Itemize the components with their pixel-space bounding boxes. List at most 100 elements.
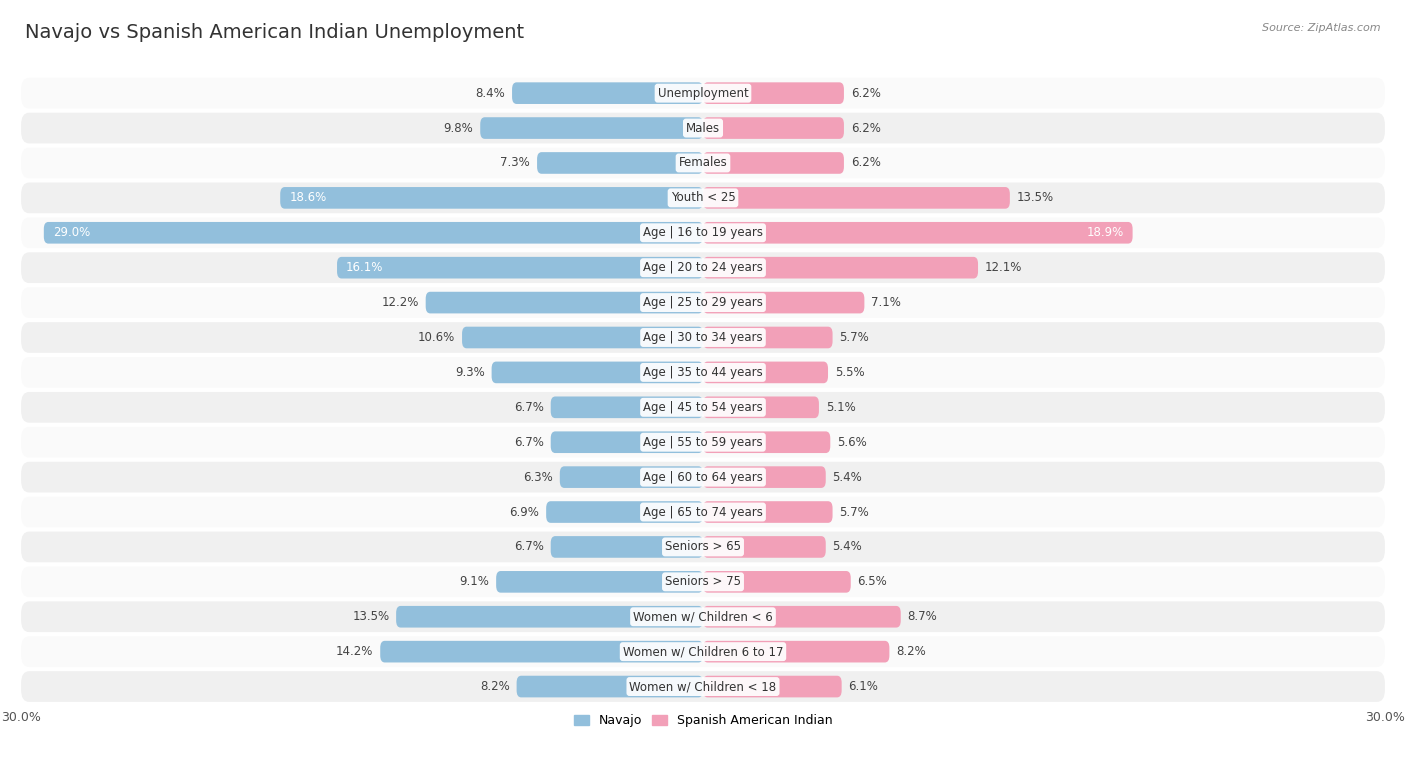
Text: 16.1%: 16.1% [346, 261, 384, 274]
FancyBboxPatch shape [551, 431, 703, 453]
Text: 6.2%: 6.2% [851, 122, 880, 135]
Text: Age | 20 to 24 years: Age | 20 to 24 years [643, 261, 763, 274]
FancyBboxPatch shape [21, 78, 1385, 108]
Text: Age | 16 to 19 years: Age | 16 to 19 years [643, 226, 763, 239]
FancyBboxPatch shape [703, 291, 865, 313]
FancyBboxPatch shape [703, 466, 825, 488]
FancyBboxPatch shape [703, 536, 825, 558]
FancyBboxPatch shape [703, 187, 1010, 209]
Text: 5.7%: 5.7% [839, 331, 869, 344]
FancyBboxPatch shape [21, 252, 1385, 283]
Text: Males: Males [686, 122, 720, 135]
Text: 9.3%: 9.3% [456, 366, 485, 379]
Text: 6.2%: 6.2% [851, 157, 880, 170]
FancyBboxPatch shape [551, 397, 703, 418]
Text: 6.2%: 6.2% [851, 86, 880, 100]
FancyBboxPatch shape [496, 571, 703, 593]
FancyBboxPatch shape [21, 566, 1385, 597]
Text: 5.6%: 5.6% [837, 436, 868, 449]
FancyBboxPatch shape [337, 257, 703, 279]
Text: 8.2%: 8.2% [896, 645, 927, 658]
FancyBboxPatch shape [21, 637, 1385, 667]
FancyBboxPatch shape [516, 676, 703, 697]
Text: 13.5%: 13.5% [1017, 192, 1054, 204]
FancyBboxPatch shape [21, 113, 1385, 143]
FancyBboxPatch shape [492, 362, 703, 383]
FancyBboxPatch shape [703, 641, 890, 662]
FancyBboxPatch shape [21, 427, 1385, 457]
FancyBboxPatch shape [21, 357, 1385, 388]
Text: Women w/ Children 6 to 17: Women w/ Children 6 to 17 [623, 645, 783, 658]
FancyBboxPatch shape [703, 222, 1133, 244]
Text: 13.5%: 13.5% [352, 610, 389, 623]
Text: 7.1%: 7.1% [872, 296, 901, 309]
Text: Age | 55 to 59 years: Age | 55 to 59 years [643, 436, 763, 449]
Text: Unemployment: Unemployment [658, 86, 748, 100]
FancyBboxPatch shape [703, 362, 828, 383]
FancyBboxPatch shape [21, 462, 1385, 493]
FancyBboxPatch shape [703, 431, 831, 453]
Legend: Navajo, Spanish American Indian: Navajo, Spanish American Indian [568, 709, 838, 732]
FancyBboxPatch shape [512, 83, 703, 104]
FancyBboxPatch shape [21, 497, 1385, 528]
FancyBboxPatch shape [703, 501, 832, 523]
Text: 6.5%: 6.5% [858, 575, 887, 588]
Text: 29.0%: 29.0% [53, 226, 90, 239]
Text: Youth < 25: Youth < 25 [671, 192, 735, 204]
Text: 8.4%: 8.4% [475, 86, 505, 100]
FancyBboxPatch shape [21, 287, 1385, 318]
FancyBboxPatch shape [546, 501, 703, 523]
FancyBboxPatch shape [21, 601, 1385, 632]
FancyBboxPatch shape [44, 222, 703, 244]
Text: 5.7%: 5.7% [839, 506, 869, 519]
Text: 9.1%: 9.1% [460, 575, 489, 588]
Text: 8.7%: 8.7% [908, 610, 938, 623]
FancyBboxPatch shape [21, 322, 1385, 353]
FancyBboxPatch shape [21, 531, 1385, 562]
Text: Age | 25 to 29 years: Age | 25 to 29 years [643, 296, 763, 309]
Text: Navajo vs Spanish American Indian Unemployment: Navajo vs Spanish American Indian Unempl… [25, 23, 524, 42]
FancyBboxPatch shape [21, 217, 1385, 248]
Text: Age | 60 to 64 years: Age | 60 to 64 years [643, 471, 763, 484]
Text: 6.3%: 6.3% [523, 471, 553, 484]
FancyBboxPatch shape [560, 466, 703, 488]
Text: 12.1%: 12.1% [984, 261, 1022, 274]
Text: 6.7%: 6.7% [515, 540, 544, 553]
FancyBboxPatch shape [703, 152, 844, 174]
FancyBboxPatch shape [703, 397, 818, 418]
Text: 18.9%: 18.9% [1087, 226, 1123, 239]
FancyBboxPatch shape [280, 187, 703, 209]
Text: Women w/ Children < 18: Women w/ Children < 18 [630, 680, 776, 693]
FancyBboxPatch shape [396, 606, 703, 628]
FancyBboxPatch shape [537, 152, 703, 174]
Text: 10.6%: 10.6% [418, 331, 456, 344]
FancyBboxPatch shape [21, 392, 1385, 422]
Text: Seniors > 65: Seniors > 65 [665, 540, 741, 553]
Text: 14.2%: 14.2% [336, 645, 374, 658]
Text: 18.6%: 18.6% [290, 192, 326, 204]
Text: Age | 65 to 74 years: Age | 65 to 74 years [643, 506, 763, 519]
Text: 6.1%: 6.1% [848, 680, 879, 693]
Text: 6.7%: 6.7% [515, 436, 544, 449]
Text: Age | 45 to 54 years: Age | 45 to 54 years [643, 400, 763, 414]
Text: Seniors > 75: Seniors > 75 [665, 575, 741, 588]
Text: Females: Females [679, 157, 727, 170]
FancyBboxPatch shape [426, 291, 703, 313]
FancyBboxPatch shape [703, 327, 832, 348]
Text: Women w/ Children < 6: Women w/ Children < 6 [633, 610, 773, 623]
Text: 6.9%: 6.9% [509, 506, 540, 519]
Text: 7.3%: 7.3% [501, 157, 530, 170]
FancyBboxPatch shape [21, 148, 1385, 179]
Text: Age | 35 to 44 years: Age | 35 to 44 years [643, 366, 763, 379]
FancyBboxPatch shape [21, 182, 1385, 213]
FancyBboxPatch shape [703, 606, 901, 628]
Text: 6.7%: 6.7% [515, 400, 544, 414]
FancyBboxPatch shape [703, 571, 851, 593]
Text: 9.8%: 9.8% [444, 122, 474, 135]
FancyBboxPatch shape [463, 327, 703, 348]
Text: 12.2%: 12.2% [381, 296, 419, 309]
FancyBboxPatch shape [481, 117, 703, 139]
Text: 5.4%: 5.4% [832, 471, 862, 484]
Text: 5.4%: 5.4% [832, 540, 862, 553]
Text: 8.2%: 8.2% [479, 680, 510, 693]
